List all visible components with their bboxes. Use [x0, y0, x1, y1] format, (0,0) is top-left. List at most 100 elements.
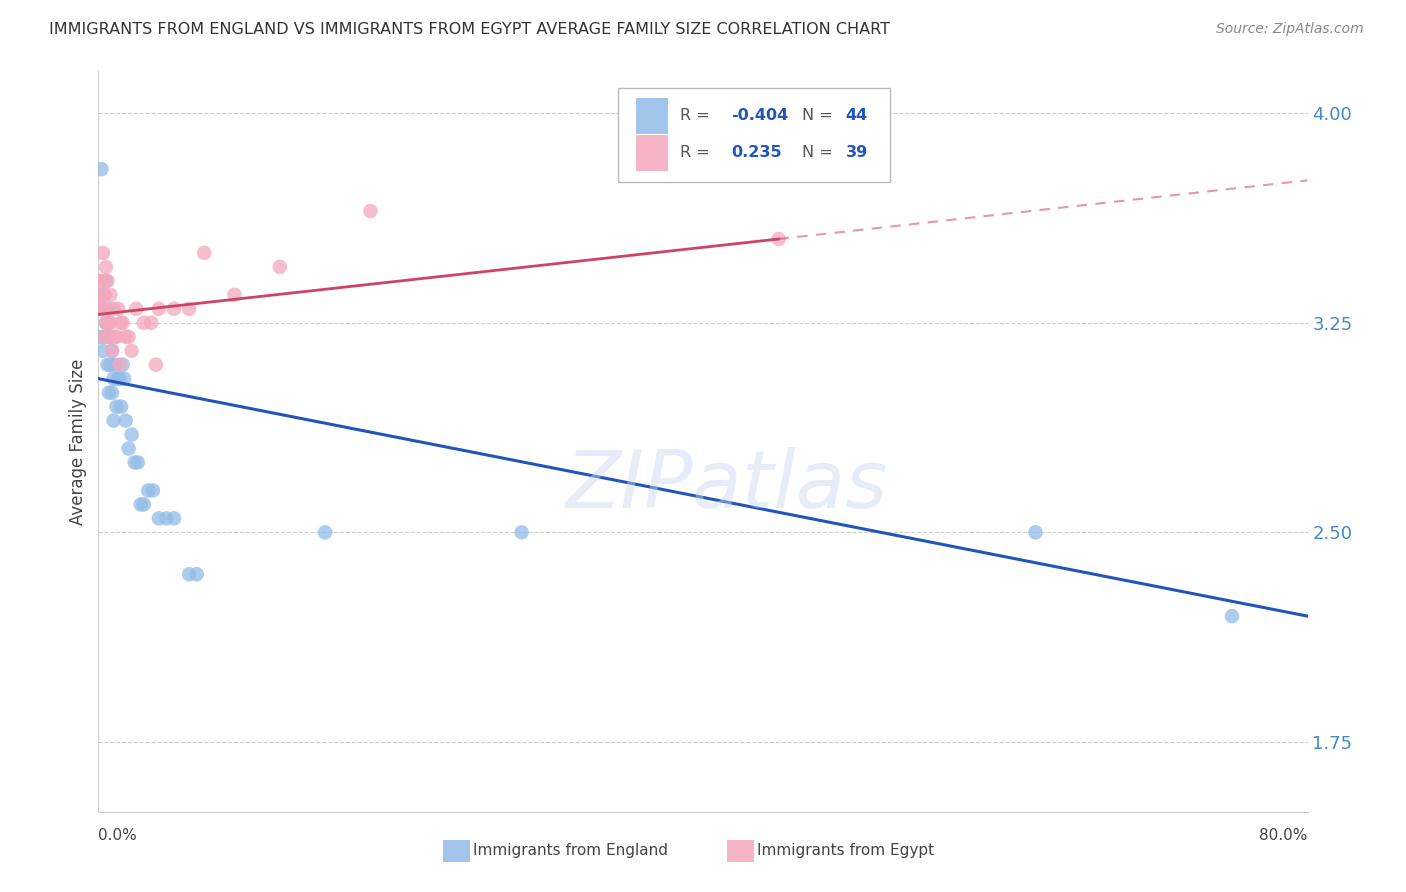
Point: [105, 400, 128, 414]
Point: [111, 358, 134, 372]
Point: [132, 316, 155, 330]
Point: [103, 301, 125, 316]
Point: [91, 301, 114, 316]
Text: Immigrants from England: Immigrants from England: [474, 844, 668, 858]
Text: ZIPatlas: ZIPatlas: [567, 447, 889, 525]
Point: [114, 330, 136, 344]
Point: [100, 330, 122, 344]
Text: Source: ZipAtlas.com: Source: ZipAtlas.com: [1216, 22, 1364, 37]
Point: [1220, 609, 1243, 624]
FancyBboxPatch shape: [727, 840, 754, 862]
Point: [90, 288, 112, 302]
FancyBboxPatch shape: [619, 87, 890, 183]
Point: [94, 316, 117, 330]
Point: [93, 288, 115, 302]
Point: [148, 511, 170, 525]
Point: [129, 497, 152, 511]
Point: [179, 301, 201, 316]
Text: 0.235: 0.235: [731, 145, 782, 160]
Point: [269, 260, 291, 274]
Point: [100, 288, 122, 302]
Point: [179, 567, 201, 582]
Point: [108, 372, 131, 386]
Point: [118, 442, 141, 456]
Point: [112, 372, 135, 386]
Point: [314, 525, 336, 540]
Point: [193, 246, 215, 260]
Text: 80.0%: 80.0%: [1260, 829, 1308, 844]
Point: [91, 343, 114, 358]
Point: [93, 330, 115, 344]
Point: [90, 162, 112, 177]
Point: [104, 330, 127, 344]
Point: [90, 288, 112, 302]
Point: [118, 330, 141, 344]
Point: [105, 330, 128, 344]
Point: [127, 455, 149, 469]
Point: [101, 343, 124, 358]
Point: [510, 525, 533, 540]
Point: [163, 511, 186, 525]
Point: [96, 358, 118, 372]
Point: [124, 455, 146, 469]
Point: [94, 274, 117, 288]
Point: [91, 274, 114, 288]
Point: [121, 427, 143, 442]
Point: [104, 358, 127, 372]
Point: [103, 414, 125, 428]
Text: R =: R =: [681, 108, 714, 123]
Point: [110, 400, 132, 414]
Point: [111, 316, 134, 330]
Point: [110, 316, 132, 330]
Point: [101, 385, 124, 400]
Point: [360, 204, 382, 219]
Point: [98, 301, 121, 316]
Point: [1024, 525, 1046, 540]
Point: [93, 288, 115, 302]
Point: [224, 288, 246, 302]
Text: 0.0%: 0.0%: [98, 829, 138, 844]
Point: [94, 301, 117, 316]
Point: [142, 483, 165, 498]
Point: [93, 330, 115, 344]
Point: [768, 232, 790, 246]
Point: [148, 301, 170, 316]
Text: 44: 44: [845, 108, 868, 123]
Point: [96, 330, 118, 344]
Point: [89, 274, 111, 288]
Point: [145, 358, 167, 372]
Point: [107, 301, 129, 316]
Point: [136, 483, 159, 498]
Point: [121, 343, 143, 358]
Text: Immigrants from Egypt: Immigrants from Egypt: [758, 844, 935, 858]
Point: [141, 316, 163, 330]
Point: [125, 301, 148, 316]
Point: [103, 372, 125, 386]
Text: N =: N =: [803, 108, 838, 123]
Point: [98, 316, 121, 330]
Point: [94, 260, 117, 274]
Point: [89, 330, 111, 344]
Point: [132, 497, 155, 511]
Point: [91, 301, 114, 316]
FancyBboxPatch shape: [443, 840, 470, 862]
Point: [90, 301, 112, 316]
Point: [155, 511, 177, 525]
Point: [163, 301, 186, 316]
FancyBboxPatch shape: [637, 135, 668, 170]
Point: [100, 316, 122, 330]
Text: N =: N =: [803, 145, 838, 160]
Y-axis label: Average Family Size: Average Family Size: [69, 359, 87, 524]
Point: [101, 343, 124, 358]
Text: 39: 39: [845, 145, 868, 160]
Point: [114, 414, 136, 428]
FancyBboxPatch shape: [637, 98, 668, 134]
Text: R =: R =: [681, 145, 714, 160]
Point: [186, 567, 208, 582]
Point: [107, 372, 129, 386]
Text: IMMIGRANTS FROM ENGLAND VS IMMIGRANTS FROM EGYPT AVERAGE FAMILY SIZE CORRELATION: IMMIGRANTS FROM ENGLAND VS IMMIGRANTS FR…: [49, 22, 890, 37]
Text: -0.404: -0.404: [731, 108, 787, 123]
Point: [94, 316, 117, 330]
Point: [96, 330, 118, 344]
Point: [96, 274, 118, 288]
